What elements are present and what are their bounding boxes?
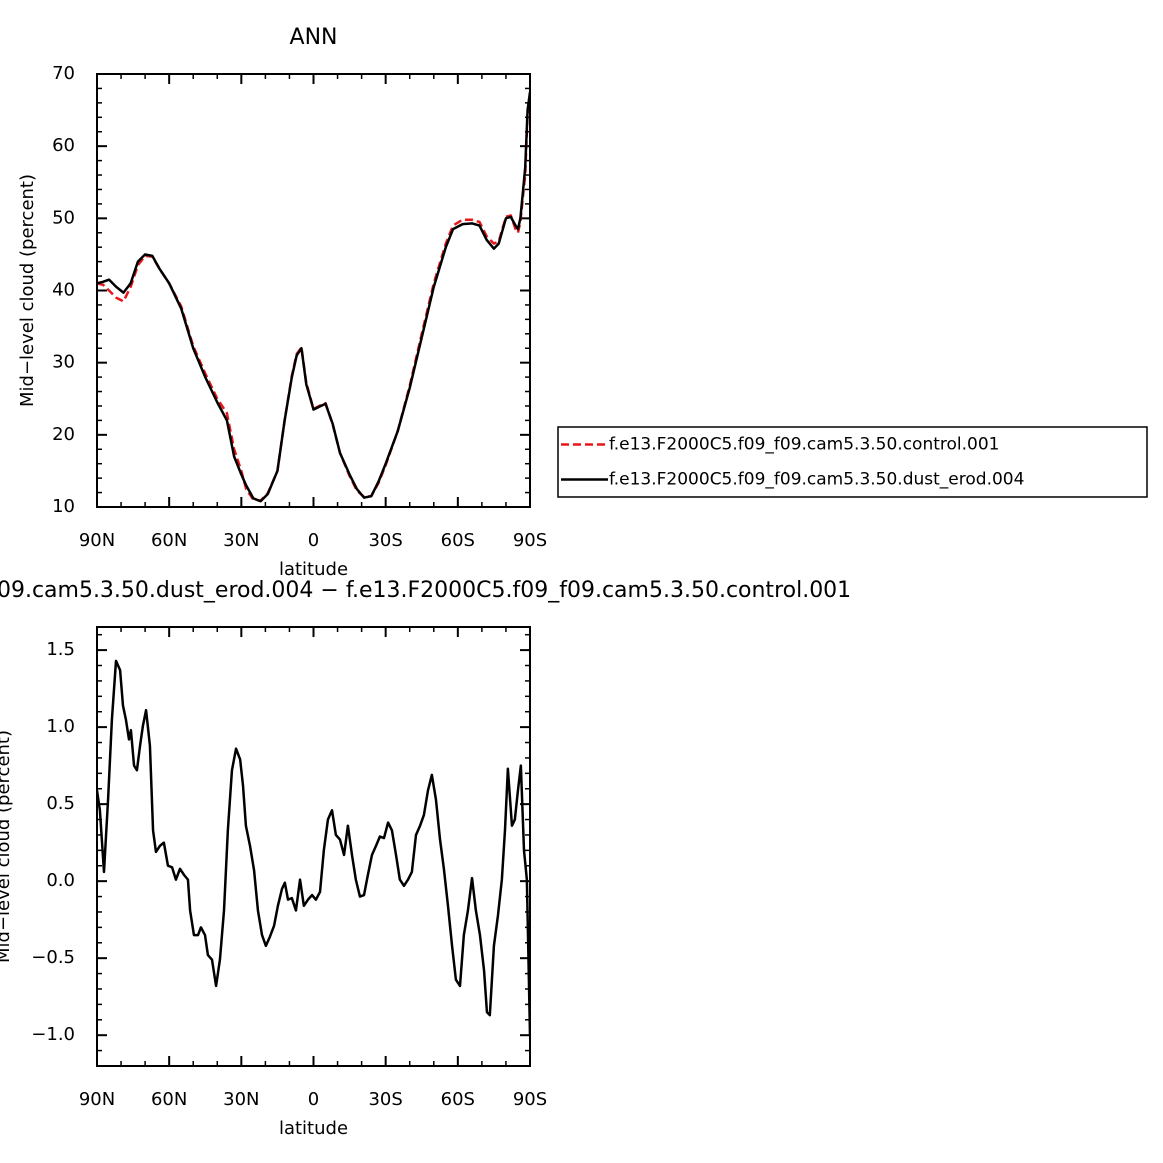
x-axis-label: latitude [279, 1118, 348, 1139]
y-tick-label: 1.5 [46, 639, 75, 660]
data-line [97, 91, 530, 503]
y-tick-label: 20 [52, 424, 75, 445]
plot-frame [96, 626, 531, 1067]
legend-label: f.e13.F2000C5.f09_f09.cam5.3.50.dust_ero… [609, 470, 1024, 490]
x-tick-label: 30S [368, 1089, 402, 1110]
y-tick-label: 10 [52, 496, 75, 517]
x-tick-label: 90N [79, 1089, 115, 1110]
x-tick-label: 60S [441, 530, 475, 551]
y-tick-label: −0.5 [31, 947, 75, 968]
x-tick-label: 0 [308, 1089, 319, 1110]
x-tick-label: 30S [368, 530, 402, 551]
y-tick-label: 30 [52, 352, 75, 373]
plot-frame [96, 73, 531, 508]
y-tick-label: 0.5 [46, 793, 75, 814]
data-line [97, 102, 530, 502]
x-tick-label: 30N [223, 530, 259, 551]
x-tick-label: 0 [308, 530, 319, 551]
chart-title: ANN [290, 25, 338, 50]
x-tick-label: 90N [79, 530, 115, 551]
x-tick-label: 60N [151, 530, 187, 551]
legend-box [557, 426, 1148, 498]
chart-title: f.e13.F2000C5.f09_f09.cam5.3.50.dust_ero… [0, 578, 851, 603]
y-tick-label: 60 [52, 135, 75, 156]
x-axis-label: latitude [279, 559, 348, 580]
x-tick-label: 60N [151, 1089, 187, 1110]
data-line [97, 659, 530, 1036]
x-tick-label: 90S [513, 530, 547, 551]
x-tick-label: 60S [441, 1089, 475, 1110]
y-tick-label: 1.0 [46, 716, 75, 737]
y-tick-label: 70 [52, 63, 75, 84]
legend-label: f.e13.F2000C5.f09_f09.cam5.3.50.control.… [609, 435, 1000, 455]
x-tick-label: 30N [223, 1089, 259, 1110]
y-tick-label: 40 [52, 280, 75, 301]
x-tick-label: 90S [513, 1089, 547, 1110]
y-tick-label: −1.0 [31, 1024, 75, 1045]
y-axis-label: Mid−level cloud (percent) [17, 174, 38, 407]
y-tick-label: 50 [52, 207, 75, 228]
y-tick-label: 0.0 [46, 870, 75, 891]
y-axis-label: Mid−level cloud (percent) [0, 730, 14, 963]
